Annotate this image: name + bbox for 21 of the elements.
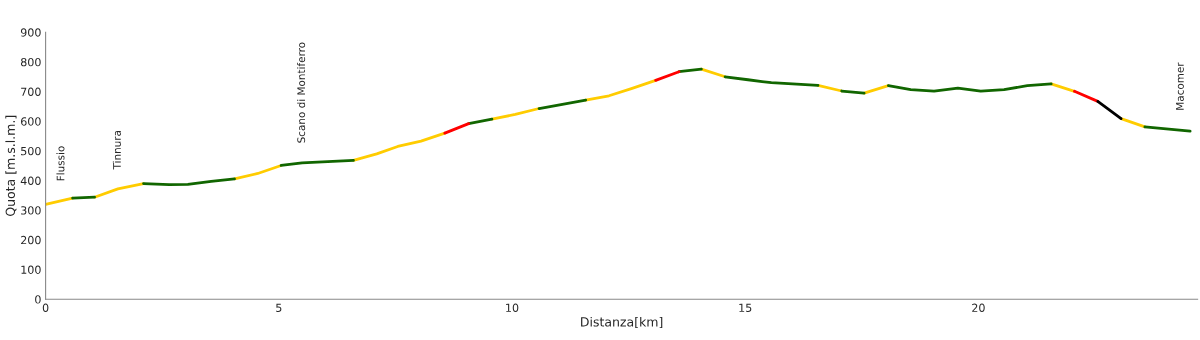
y-tick-label: 400: [20, 176, 41, 185]
x-tick-label: 0: [42, 303, 49, 312]
x-tick-label: 5: [276, 303, 282, 312]
y-tick-label: 700: [21, 87, 41, 96]
y-tick-label: 900: [20, 28, 41, 37]
y-tick-label: 300: [21, 206, 41, 215]
y-tick-label: 800: [20, 57, 41, 67]
annotation: Scano di Montiferro: [297, 42, 306, 143]
x-tick-label: 20: [972, 303, 985, 312]
x-axis-title: Distanza[km]: [581, 316, 663, 329]
y-tick-label: 0: [35, 295, 41, 304]
y-axis-title: Quota [m.s.l.m.]: [5, 115, 17, 217]
annotation: Tinnura: [112, 130, 121, 170]
y-tick-label: 200: [21, 235, 41, 245]
y-tick-label: 100: [21, 265, 41, 274]
annotation: Macomer: [1176, 62, 1184, 110]
annotation: Flussio: [56, 146, 65, 181]
x-tick-label: 15: [739, 303, 752, 312]
y-tick-label: 500: [21, 146, 41, 156]
x-tick-label: 10: [506, 303, 519, 312]
y-tick-label: 600: [21, 117, 41, 126]
